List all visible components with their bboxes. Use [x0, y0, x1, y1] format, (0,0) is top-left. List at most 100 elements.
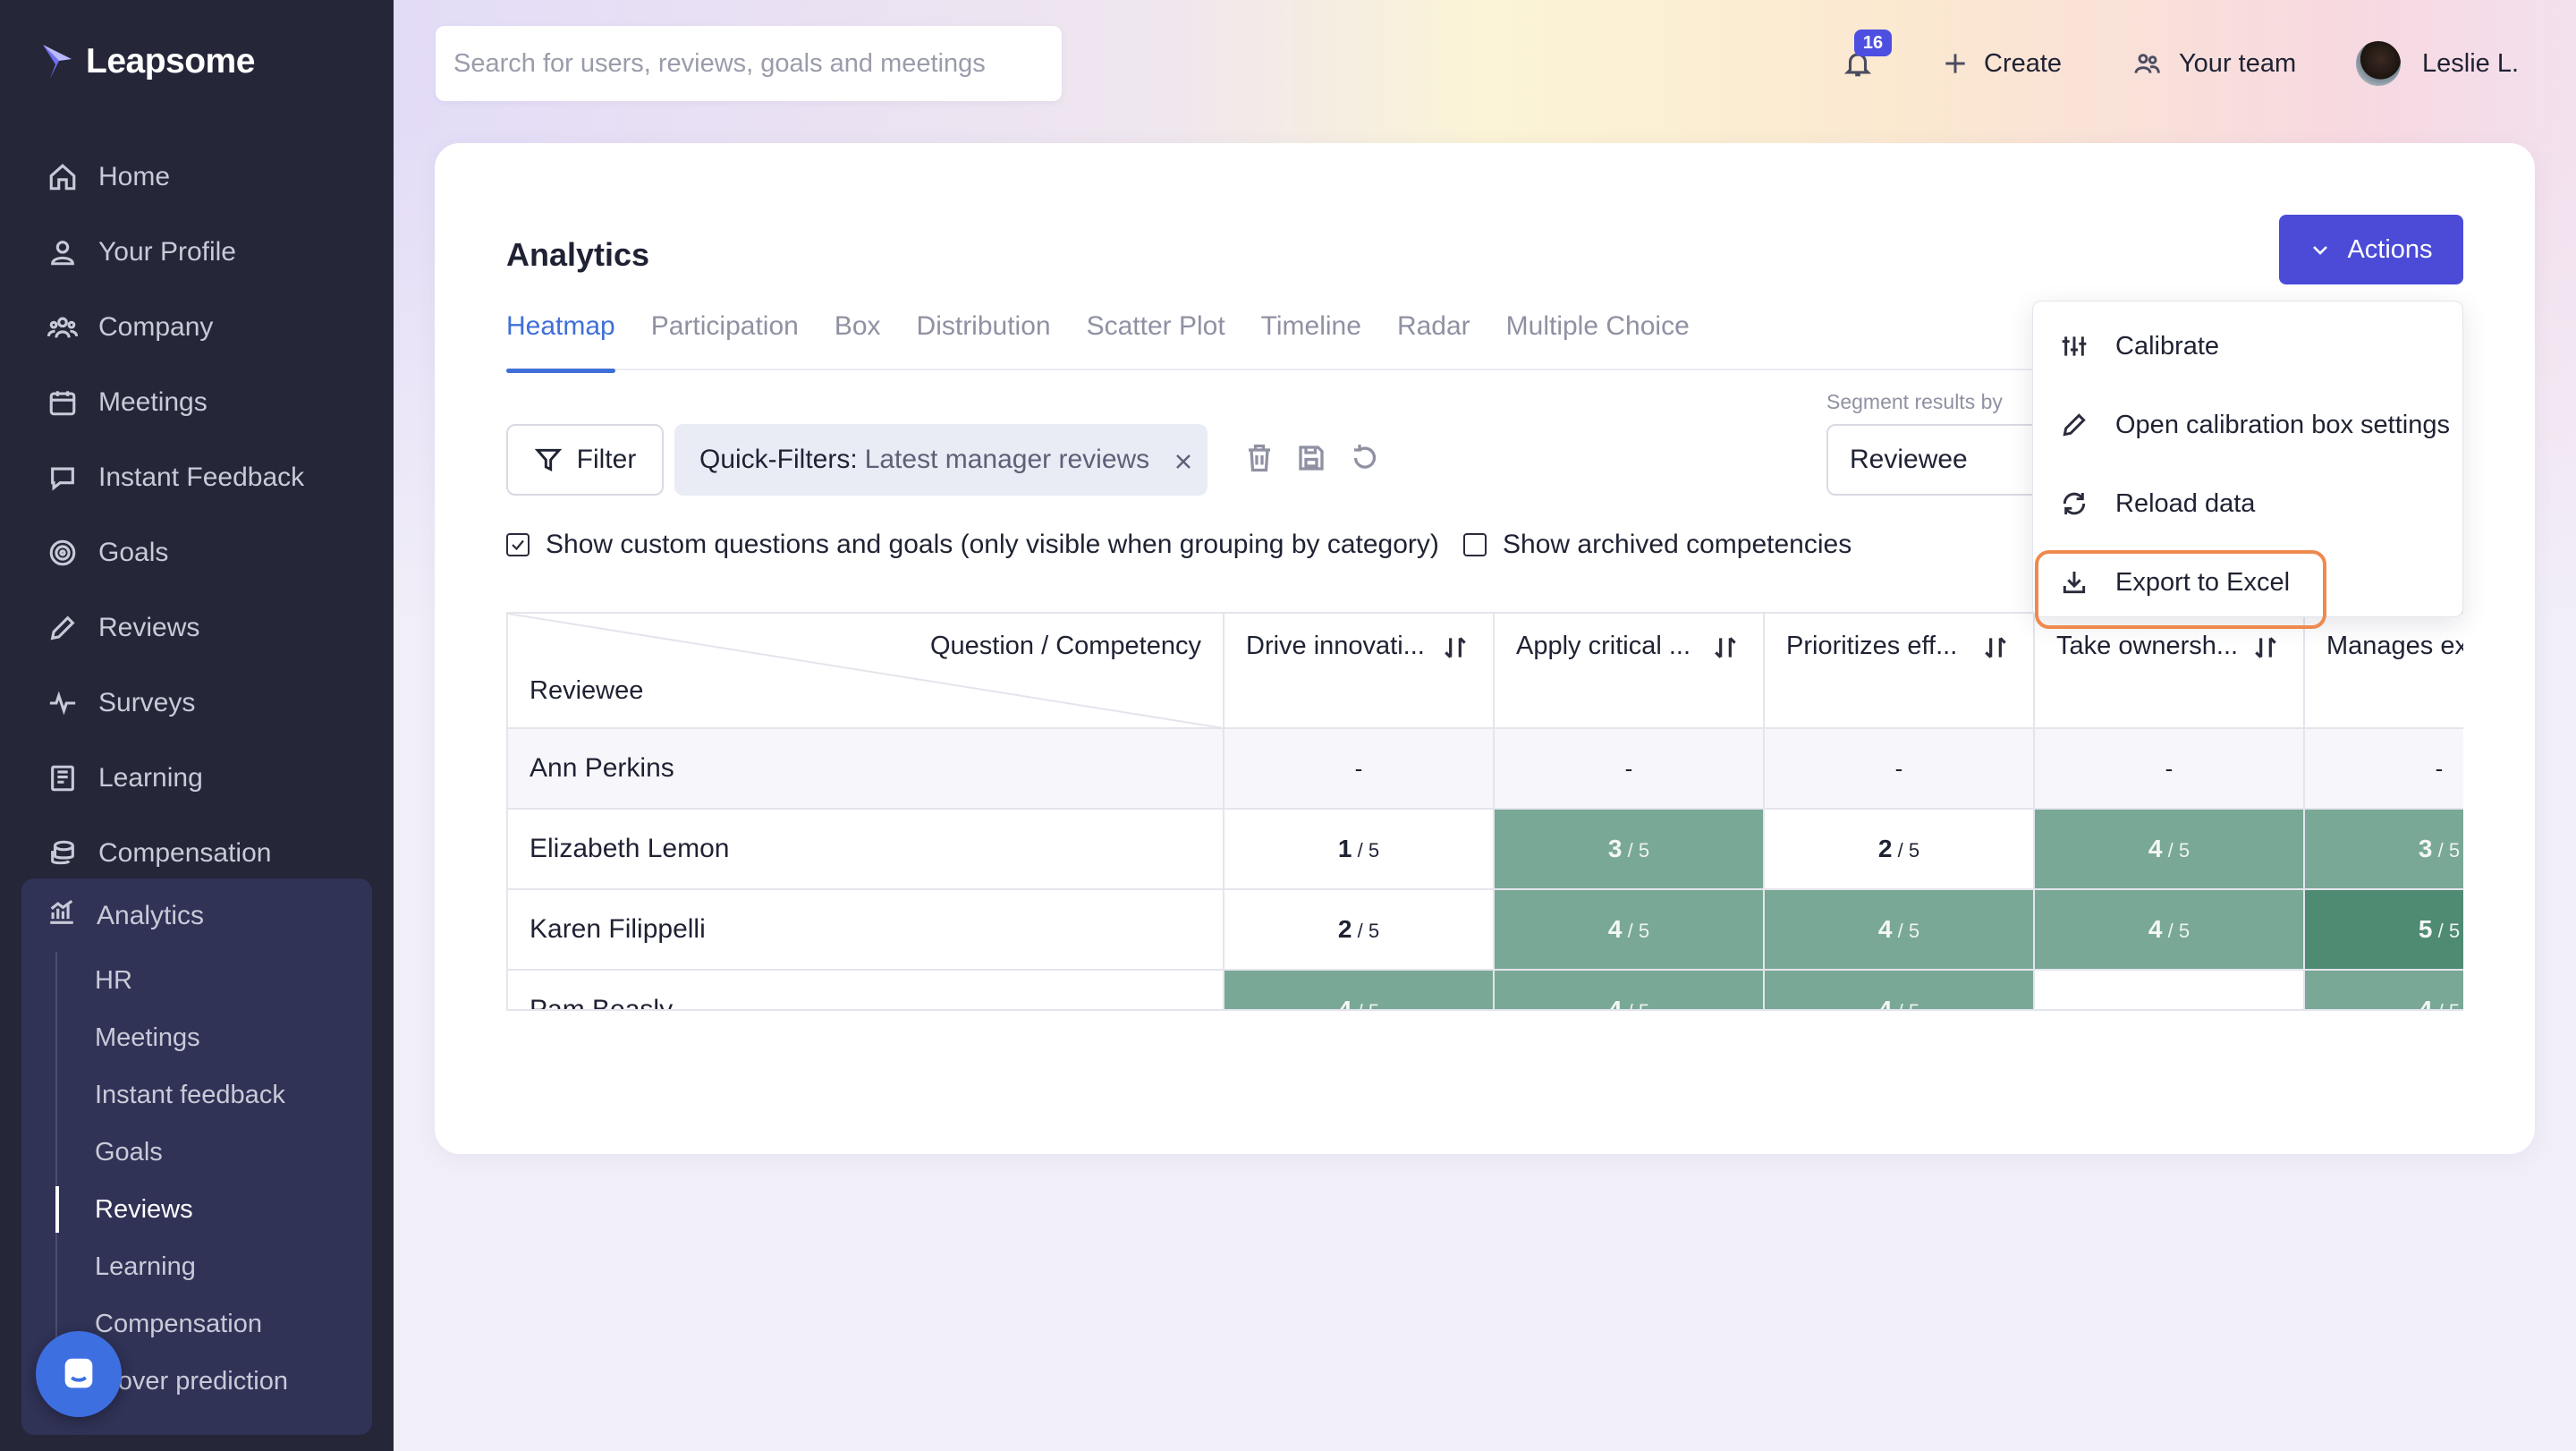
heatmap-cell[interactable]: -: [2034, 970, 2305, 1009]
reviewee-name[interactable]: Pam Beasly: [508, 970, 1224, 1009]
sidebar-item-instant-feedback[interactable]: Instant Feedback: [0, 440, 394, 515]
actions-button[interactable]: Actions: [2279, 215, 2463, 284]
heatmap-cell[interactable]: 4 / 5: [1764, 970, 2035, 1009]
heatmap-cell[interactable]: -: [1764, 728, 2035, 810]
heatmap-cell[interactable]: 2 / 5: [1764, 809, 2035, 890]
sidebar-item-meetings[interactable]: Meetings: [0, 365, 394, 440]
reviewee-name[interactable]: Karen Filippelli: [508, 889, 1224, 971]
cell-max: 5: [1368, 1000, 1379, 1009]
subnav-item-instant-feedback[interactable]: Instant feedback: [95, 1080, 285, 1109]
sidebar-item-surveys[interactable]: Surveys: [0, 666, 394, 741]
sidebar-item-analytics[interactable]: Analytics: [21, 878, 372, 954]
global-search[interactable]: [436, 26, 1062, 101]
create-button[interactable]: Create: [1941, 32, 2062, 95]
menu-item-calibrate[interactable]: Calibrate: [2033, 307, 2462, 386]
your-team-button[interactable]: Your team: [2132, 32, 2296, 95]
leapsome-logo-icon: [43, 45, 72, 79]
heatmap-cell[interactable]: -: [2304, 728, 2463, 810]
tab-timeline[interactable]: Timeline: [1260, 311, 1361, 341]
quick-filter-chip[interactable]: Quick-Filters: Latest manager reviews: [674, 424, 1208, 496]
column-header[interactable]: Prioritizes eff...: [1764, 614, 2035, 729]
sidebar-item-label: Reviews: [98, 613, 200, 642]
column-header[interactable]: Manages ex: [2304, 614, 2463, 729]
tab-participation[interactable]: Participation: [650, 311, 799, 341]
checkbox-unchecked[interactable]: [1463, 533, 1487, 556]
sidebar-item-reviews[interactable]: Reviews: [0, 590, 394, 666]
pencil-icon: [2063, 413, 2086, 437]
column-header[interactable]: Apply critical ...: [1494, 614, 1765, 729]
user-menu[interactable]: Leslie L.: [2356, 32, 2519, 95]
tab-heatmap[interactable]: Heatmap: [506, 310, 615, 373]
tab-radar[interactable]: Radar: [1396, 311, 1470, 341]
menu-item-open-calibration-box-settings[interactable]: Open calibration box settings: [2033, 386, 2462, 464]
tab-scatter-plot[interactable]: Scatter Plot: [1086, 311, 1225, 341]
search-input[interactable]: [453, 48, 1062, 79]
cell-empty: -: [1354, 754, 1363, 782]
checkbox-checked[interactable]: [506, 533, 530, 556]
subnav-item-meetings[interactable]: Meetings: [95, 1022, 200, 1052]
segment-select[interactable]: Reviewee: [1826, 424, 2059, 496]
calendar-icon: [47, 386, 79, 419]
heatmap-cell[interactable]: 3 / 5: [2304, 809, 2463, 890]
filter-button[interactable]: Filter: [506, 424, 664, 496]
show-custom-questions-toggle[interactable]: Show custom questions and goals (only vi…: [506, 530, 1439, 560]
show-archived-toggle[interactable]: Show archived competencies: [1463, 530, 1852, 560]
heatmap-cell[interactable]: 4 / 5: [1494, 889, 1765, 971]
heatmap-cell[interactable]: 4 / 5: [2034, 889, 2305, 971]
tab-box[interactable]: Box: [834, 311, 881, 341]
heatmap-cell[interactable]: 4 / 5: [1224, 970, 1495, 1009]
column-header[interactable]: Take ownersh...: [2034, 614, 2305, 729]
subnav-item-hr[interactable]: HR: [95, 965, 132, 995]
table-row[interactable]: Ann Perkins - - - - -: [508, 728, 2463, 810]
sidebar-item-goals[interactable]: Goals: [0, 515, 394, 590]
support-chat-button[interactable]: [36, 1331, 122, 1417]
actions-label: Actions: [2347, 234, 2433, 264]
heatmap-cell[interactable]: 4 / 5: [2304, 970, 2463, 1009]
sidebar-item-label: Compensation: [98, 838, 272, 868]
subnav-item-turnover-prediction[interactable]: rnover prediction: [95, 1366, 288, 1396]
tab-distribution[interactable]: Distribution: [916, 311, 1051, 341]
segment-label: Segment results by: [1826, 390, 2003, 413]
brand-logo[interactable]: Leapsome: [39, 41, 255, 82]
heatmap-cell[interactable]: -: [1494, 728, 1765, 810]
close-icon[interactable]: [1173, 449, 1194, 471]
heatmap-cell[interactable]: 4 / 5: [1494, 970, 1765, 1009]
heatmap-cell[interactable]: 4 / 5: [2034, 809, 2305, 890]
menu-item-export-to-excel[interactable]: Export to Excel: [2033, 543, 2462, 629]
reviewee-name[interactable]: Elizabeth Lemon: [508, 809, 1224, 890]
sidebar-item-your-profile[interactable]: Your Profile: [0, 215, 394, 290]
subnav-item-reviews[interactable]: Reviews: [55, 1181, 360, 1238]
analytics-tabs: Heatmap Participation Box Distribution S…: [506, 310, 2463, 373]
sort-icon[interactable]: [1981, 633, 2010, 662]
sidebar-item-home[interactable]: Home: [0, 140, 394, 215]
sort-icon[interactable]: [1711, 633, 1740, 662]
heatmap-cell[interactable]: 2 / 5: [1224, 889, 1495, 971]
people-icon: [47, 311, 79, 344]
tab-multiple-choice[interactable]: Multiple Choice: [1505, 311, 1690, 341]
sidebar-item-company[interactable]: Company: [0, 290, 394, 365]
menu-item-reload-data[interactable]: Reload data: [2033, 464, 2462, 543]
cell-score: 5: [2418, 915, 2433, 943]
heatmap-cell[interactable]: -: [2034, 728, 2305, 810]
reviewee-name[interactable]: Ann Perkins: [508, 728, 1224, 810]
delete-filter-button[interactable]: [1243, 442, 1279, 478]
subnav-item-learning[interactable]: Learning: [95, 1252, 196, 1281]
heatmap-cell[interactable]: 5 / 5: [2304, 889, 2463, 971]
sidebar-item-compensation[interactable]: Compensation: [0, 816, 394, 891]
sort-icon[interactable]: [1441, 633, 1470, 662]
subnav-item-compensation[interactable]: Compensation: [95, 1309, 262, 1338]
heatmap-cell[interactable]: -: [1224, 728, 1495, 810]
save-filter-button[interactable]: [1295, 442, 1331, 478]
heatmap-cell[interactable]: 1 / 5: [1224, 809, 1495, 890]
heatmap-table-container[interactable]: Question / Competency Reviewee Drive inn…: [506, 612, 2463, 1011]
sort-icon[interactable]: [2251, 633, 2280, 662]
heatmap-cell[interactable]: 4 / 5: [1764, 889, 2035, 971]
subnav-item-goals[interactable]: Goals: [95, 1137, 163, 1167]
reset-filter-button[interactable]: [1349, 442, 1385, 478]
sidebar-item-learning[interactable]: Learning: [0, 741, 394, 816]
heatmap-cell[interactable]: 3 / 5: [1494, 809, 1765, 890]
column-header[interactable]: Drive innovati...: [1224, 614, 1495, 729]
